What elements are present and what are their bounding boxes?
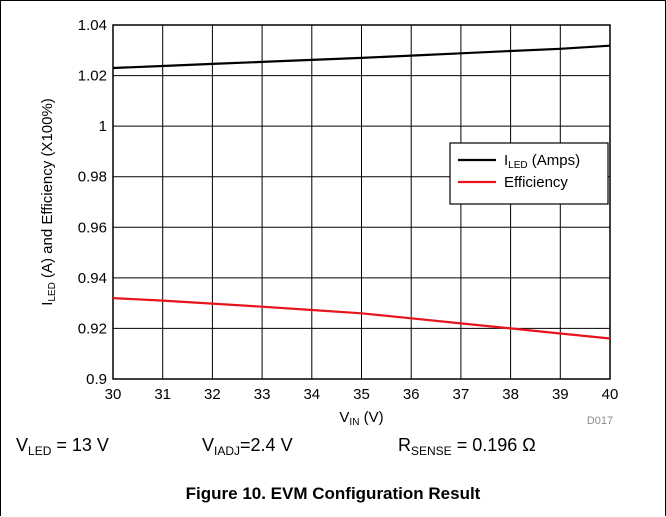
x-tick-label: 32 — [204, 386, 221, 403]
y-tick-label: 0.98 — [78, 169, 107, 186]
y-tick-label: 0.9 — [86, 371, 107, 388]
figure-caption: Figure 10. EVM Configuration Result — [185, 484, 481, 503]
y-tick-label: 1.04 — [78, 17, 107, 34]
line-chart: 0.9 0.92 0.94 0.96 0.98 1 1.02 1.04 30 31 32 33 34 35… — [39, 17, 619, 428]
x-tick-label: 40 — [602, 386, 619, 403]
x-tick-label: 34 — [303, 386, 320, 403]
condition-rsense: RSENSE = 0.196 Ω — [398, 435, 536, 458]
x-tick-label: 39 — [552, 386, 569, 403]
series-line-iled — [112, 44, 611, 70]
condition-vled: VLED = 13 V — [16, 435, 109, 458]
x-tick-label: 37 — [453, 386, 470, 403]
y-tick-label: 0.92 — [78, 320, 107, 337]
x-tick-label: 35 — [353, 386, 370, 403]
y-tick-label: 1.02 — [78, 68, 107, 85]
figure-id-label: D017 — [587, 415, 613, 427]
y-tick-label: 0.96 — [78, 219, 107, 236]
x-tick-label: 30 — [105, 386, 122, 403]
y-tick-label: 1 — [99, 118, 107, 135]
x-tick-label: 33 — [254, 386, 271, 403]
y-tick-label: 0.94 — [78, 270, 107, 287]
plot-area-border — [112, 24, 611, 380]
x-tick-label: 38 — [502, 386, 519, 403]
y-axis-label: ILED (A) and Efficiency (X100%) — [39, 98, 58, 306]
legend-entry: Efficiency — [504, 174, 568, 191]
x-tick-label: 36 — [403, 386, 420, 403]
x-axis-label: VIN (V) — [339, 409, 383, 428]
legend-box — [449, 142, 609, 205]
x-tick-label: 31 — [154, 386, 171, 403]
condition-viadj: VIADJ=2.4 V — [202, 435, 293, 458]
series-line-efficiency — [112, 297, 611, 340]
legend-entry: ILED (Amps) — [504, 152, 580, 171]
